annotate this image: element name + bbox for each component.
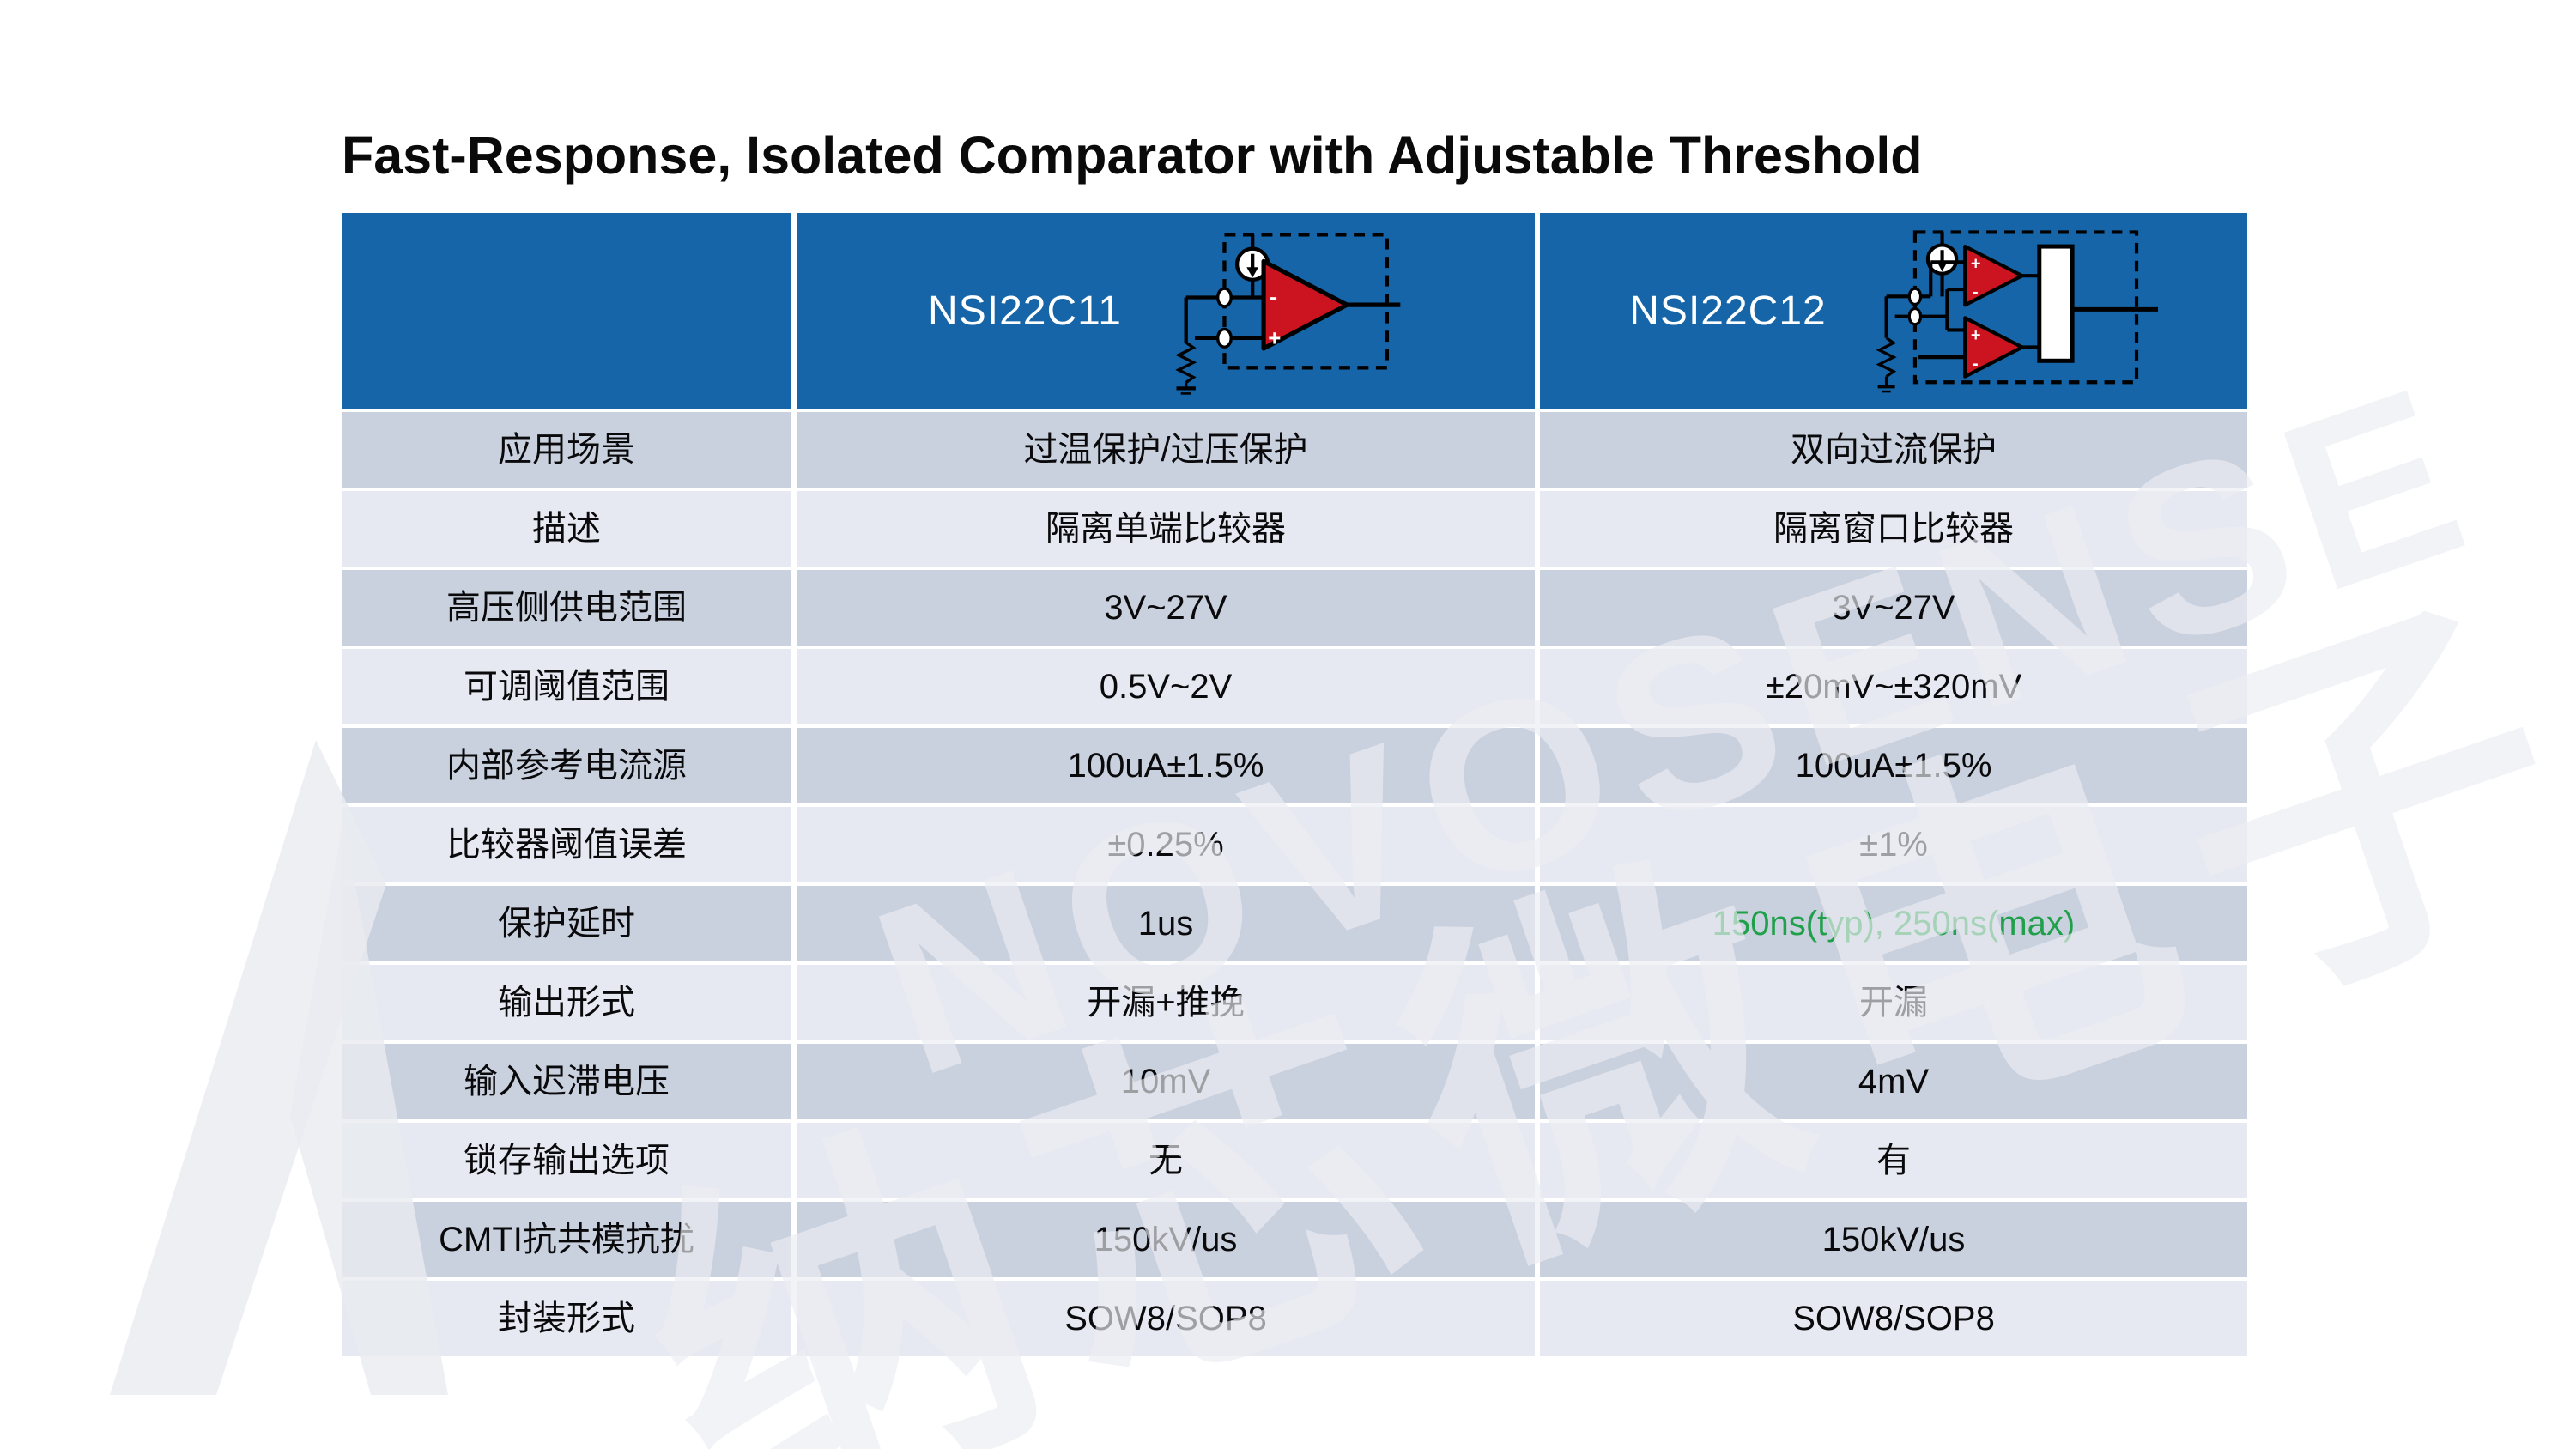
current-source-arrow	[1246, 267, 1259, 278]
nsi22c12-value-cell-highlighted: 150ns(typ), 250ns(max)	[1540, 886, 2247, 961]
pin-node	[1215, 327, 1233, 349]
pin-node	[1907, 306, 1922, 326]
nsi22c12-value-cell: 隔离窗口比较器	[1540, 491, 2247, 567]
product-header-nsi22c12: NSI22C12	[1540, 213, 2247, 409]
nsi22c11-value-cell: 100uA±1.5%	[797, 728, 1535, 803]
row-label-cell: 保护延时	[342, 886, 791, 961]
resistor	[1175, 341, 1197, 384]
row-label-cell: 锁存输出选项	[342, 1123, 791, 1198]
svg-text:-: -	[1972, 352, 1978, 373]
logic-block	[2037, 244, 2075, 363]
nsi22c12-value-cell: 3V~27V	[1540, 570, 2247, 646]
nsi22c12-value-cell: 开漏	[1540, 965, 2247, 1040]
nsi22c12-value-cell: 有	[1540, 1123, 2247, 1198]
nsi22c12-value-cell: 150kV/us	[1540, 1202, 2247, 1277]
row-label-cell: 可调阈值范围	[342, 649, 791, 724]
nsi22c11-value-cell: 150kV/us	[797, 1202, 1535, 1277]
window-comparator-circuit-icon: + - + -	[1876, 230, 2158, 393]
single-comparator-circuit-icon: - +	[1175, 233, 1401, 395]
svg-text:-: -	[1270, 283, 1277, 310]
nsi22c12-value-cell: ±20mV~±320mV	[1540, 649, 2247, 724]
nsi22c12-value-cell: 100uA±1.5%	[1540, 728, 2247, 803]
row-label-cell: 应用场景	[342, 412, 791, 488]
nsi22c11-value-cell: 开漏+推挽	[797, 965, 1535, 1040]
nsi22c11-value-cell: 过温保护/过压保护	[797, 412, 1535, 488]
lower-comparator-triangle	[1962, 316, 2024, 379]
row-label-cell: 比较器阈值误差	[342, 807, 791, 882]
svg-text:-: -	[1972, 281, 1978, 302]
header-corner-cell	[342, 213, 791, 409]
nsi22c11-value-cell: 3V~27V	[797, 570, 1535, 646]
nsi22c11-value-cell: 0.5V~2V	[797, 649, 1535, 724]
nsi22c11-value-cell: 无	[797, 1123, 1535, 1198]
nsi22c11-value-cell: 10mV	[797, 1044, 1535, 1119]
current-source-arrow	[1937, 262, 1948, 272]
row-label-cell: 高压侧供电范围	[342, 570, 791, 646]
pin-node	[1215, 287, 1233, 308]
comparator-triangle	[1261, 258, 1349, 351]
comparison-table: NSI22C11 - +	[342, 213, 2247, 1356]
upper-comparator-triangle	[1962, 244, 2024, 307]
nsi22c12-value-cell: SOW8/SOP8	[1540, 1281, 2247, 1356]
row-label-cell: 输入迟滞电压	[342, 1044, 791, 1119]
product-name-nsi22c12: NSI22C12	[1629, 288, 1827, 334]
svg-text:+: +	[1971, 326, 1981, 345]
nsi22c12-value-cell: ±1%	[1540, 807, 2247, 882]
nsi22c11-value-cell: ±0.25%	[797, 807, 1535, 882]
nsi22c11-value-cell: 隔离单端比较器	[797, 491, 1535, 567]
nsi22c12-value-cell: 双向过流保护	[1540, 412, 2247, 488]
resistor	[1876, 336, 1897, 378]
nsi22c11-value-cell: SOW8/SOP8	[797, 1281, 1535, 1356]
pin-node	[1907, 287, 1922, 306]
nsi22c11-value-cell: 1us	[797, 886, 1535, 961]
page-title: Fast-Response, Isolated Comparator with …	[342, 126, 1923, 185]
product-header-nsi22c11: NSI22C11 - +	[797, 213, 1535, 409]
row-label-cell: CMTI抗共模抗扰	[342, 1202, 791, 1277]
row-label-cell: 描述	[342, 491, 791, 567]
row-label-cell: 封装形式	[342, 1281, 791, 1356]
product-name-nsi22c11: NSI22C11	[928, 288, 1122, 334]
row-label-cell: 内部参考电流源	[342, 728, 791, 803]
nsi22c12-value-cell: 4mV	[1540, 1044, 2247, 1119]
svg-text:+: +	[1971, 255, 1981, 274]
row-label-cell: 输出形式	[342, 965, 791, 1040]
svg-text:+: +	[1268, 326, 1281, 350]
